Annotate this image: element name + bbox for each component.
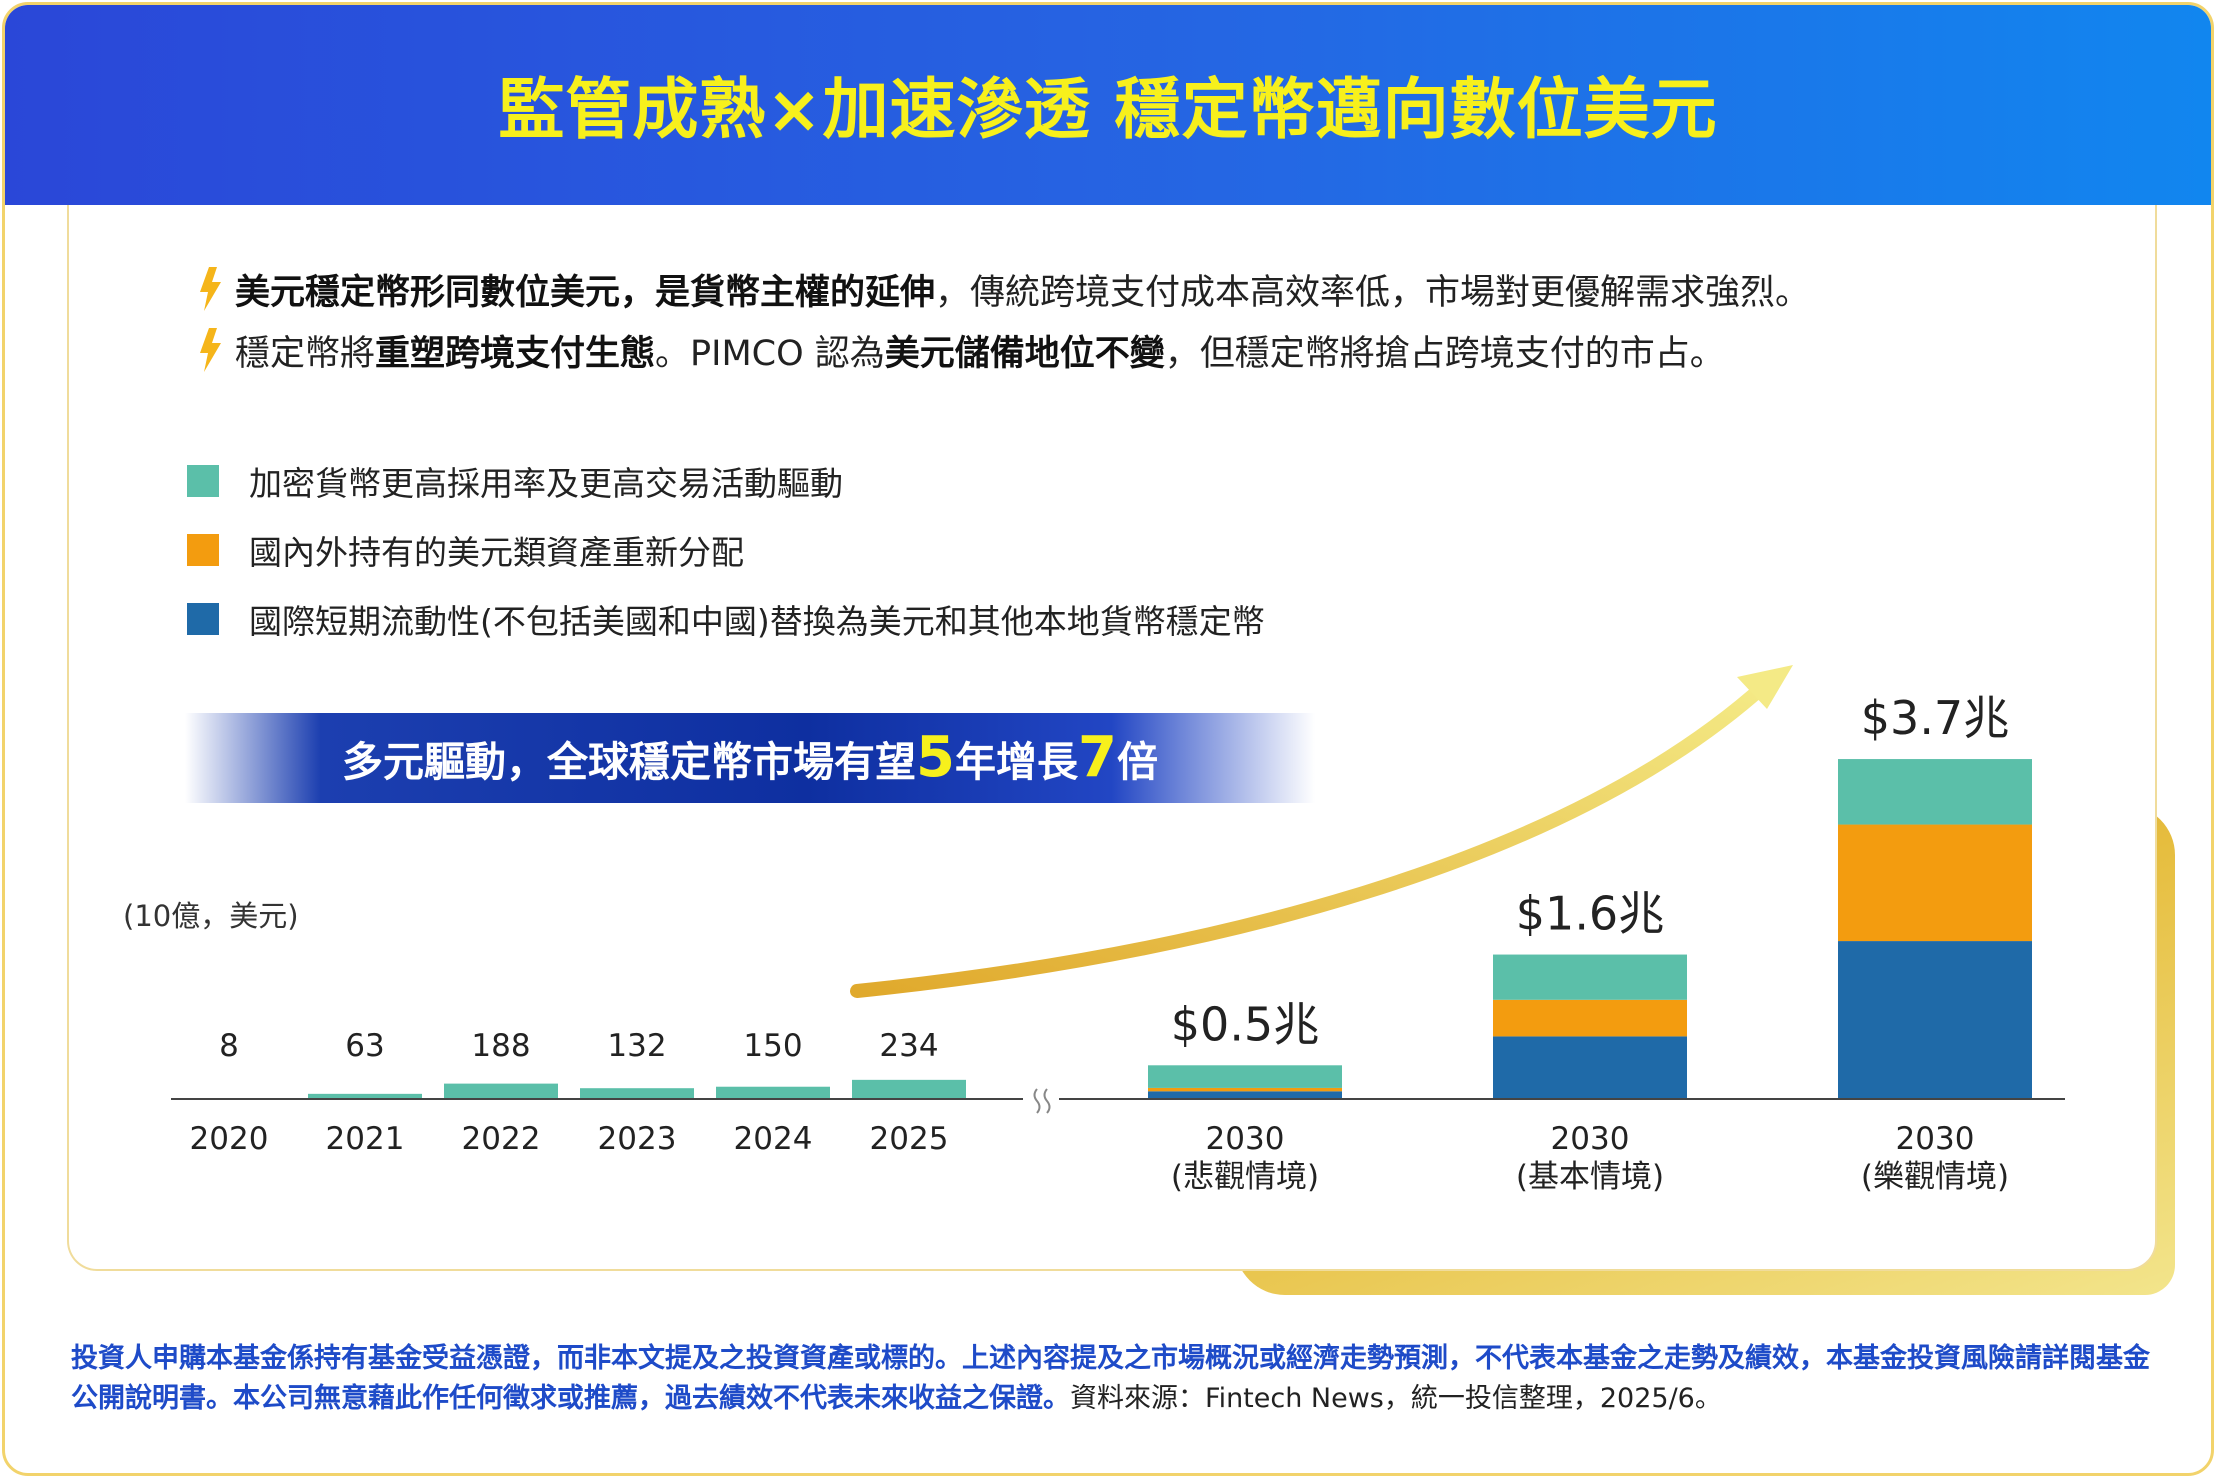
data-label-2022: 188 bbox=[471, 1028, 530, 1064]
x-tick-label-scenario-3: (樂觀情境) bbox=[1861, 1159, 2009, 1195]
bar-segment-scenario-2-series-2 bbox=[1493, 999, 1687, 1037]
bar-segment-scenario-2-series-3 bbox=[1493, 954, 1687, 1000]
lightning-icon bbox=[200, 328, 221, 372]
x-tick-label-2021: 2021 bbox=[326, 1121, 405, 1157]
bar-segment-scenario-3-series-1 bbox=[1838, 941, 2032, 1099]
banner-highlight-years: 5 bbox=[916, 725, 955, 790]
x-tick-label-2022: 2022 bbox=[462, 1121, 541, 1157]
total-label-scenario-3: $3.7兆 bbox=[1861, 691, 2009, 745]
banner-text-pre: 多元驅動，全球穩定幣市場有望 bbox=[342, 738, 917, 786]
total-label-scenario-2: $1.6兆 bbox=[1516, 887, 1664, 941]
x-tick-year-scenario-1: 2030 bbox=[1206, 1121, 1285, 1157]
growth-banner-text: 多元驅動，全球穩定幣市場有望5年增長7倍 bbox=[185, 713, 1315, 803]
x-tick-label-2024: 2024 bbox=[734, 1121, 813, 1157]
total-label-scenario-1: $0.5兆 bbox=[1171, 997, 1319, 1051]
bullet-1: 美元穩定幣形同數位美元，是貨幣主權的延伸 ，傳統跨境支付成本高效率低，市場對更優解… bbox=[195, 264, 1810, 314]
bar-segment-scenario-1-series-2 bbox=[1148, 1087, 1342, 1092]
growth-arrow-line bbox=[850, 678, 1772, 998]
legend-swatch-teal bbox=[187, 465, 219, 497]
x-tick-label-scenario-1: (悲觀情境) bbox=[1171, 1159, 1319, 1195]
x-tick-year-scenario-2: 2030 bbox=[1551, 1121, 1630, 1157]
legend-item-crypto: 加密貨幣更高採用率及更高交易活動驅動 bbox=[187, 458, 843, 504]
bullet-2-text-1: 穩定幣將 bbox=[235, 333, 376, 374]
x-tick-label-2020: 2020 bbox=[190, 1121, 269, 1157]
source-text: 資料來源：Fintech News，統一投信整理，2025/6。 bbox=[1070, 1383, 1722, 1414]
x-tick-year-scenario-3: 2030 bbox=[1896, 1121, 1975, 1157]
bullet-1-text: ，傳統跨境支付成本高效率低，市場對更優解需求強烈。 bbox=[935, 272, 1811, 313]
unit-label: (10億，美元) bbox=[123, 899, 299, 933]
bullet-2-text-2: 。PIMCO 認為 bbox=[655, 333, 885, 374]
axis-break-mark bbox=[1043, 1088, 1051, 1114]
bar-segment-scenario-3-series-3 bbox=[1838, 759, 2032, 825]
bullet-2: 穩定幣將 重塑跨境支付生態 。PIMCO 認為 美元儲備地位不變 ，但穩定幣將搶占跨境支… bbox=[195, 325, 1725, 375]
data-label-2023: 132 bbox=[607, 1028, 666, 1064]
lightning-icon bbox=[200, 267, 221, 311]
banner-text-mid: 年增長 bbox=[955, 738, 1078, 786]
data-label-2024: 150 bbox=[743, 1028, 802, 1064]
bullet-1-bold: 美元穩定幣形同數位美元，是貨幣主權的延伸 bbox=[235, 272, 936, 313]
x-tick-label-2023: 2023 bbox=[598, 1121, 677, 1157]
banner-highlight-multiple: 7 bbox=[1078, 725, 1117, 790]
axis-break-mark bbox=[1033, 1088, 1041, 1114]
bar-segment-scenario-1-series-3 bbox=[1148, 1065, 1342, 1088]
bullet-2-bold-1: 重塑跨境支付生態 bbox=[375, 333, 656, 374]
data-label-2021: 63 bbox=[345, 1028, 384, 1064]
legend-swatch-blue bbox=[187, 603, 219, 635]
disclaimer-text: 投資人申購本基金係持有基金受益憑證，而非本文提及之投資資產或標的。上述內容提及之… bbox=[71, 1343, 2150, 1414]
bar-segment-scenario-1-series-1 bbox=[1148, 1091, 1342, 1099]
growth-banner: 多元驅動，全球穩定幣市場有望5年增長7倍 bbox=[185, 713, 1315, 803]
legend-item-reallocation: 國內外持有的美元類資產重新分配 bbox=[187, 527, 744, 573]
header-banner: 監管成熟×加速滲透 穩定幣邁向數位美元 bbox=[5, 5, 2211, 205]
stacked-bar-chart: 8 2020 63 2021 188 2022 132 2023 150 2024 234 2025 $… bbox=[171, 665, 2065, 1195]
bar-2021 bbox=[308, 1093, 422, 1099]
data-label-2020: 8 bbox=[219, 1028, 239, 1064]
legend-label: 國內外持有的美元類資產重新分配 bbox=[249, 533, 744, 572]
bullet-2-text-3: ，但穩定幣將搶占跨境支付的市占。 bbox=[1164, 333, 1725, 374]
legend-label: 加密貨幣更高採用率及更高交易活動驅動 bbox=[249, 464, 843, 503]
banner-text-post: 倍 bbox=[1116, 738, 1158, 786]
bar-segment-scenario-2-series-1 bbox=[1493, 1036, 1687, 1099]
x-tick-label-2025: 2025 bbox=[870, 1121, 949, 1157]
x-tick-label-scenario-2: (基本情境) bbox=[1516, 1159, 1664, 1195]
footer-disclaimer: 投資人申購本基金係持有基金受益憑證，而非本文提及之投資資產或標的。上述內容提及之… bbox=[71, 1339, 2161, 1419]
bar-2022 bbox=[444, 1083, 558, 1099]
legend-item-liquidity: 國際短期流動性(不包括美國和中國)替換為美元和其他本地貨幣穩定幣 bbox=[187, 596, 1265, 642]
legend-label: 國際短期流動性(不包括美國和中國)替換為美元和其他本地貨幣穩定幣 bbox=[249, 602, 1265, 641]
page-title: 監管成熟×加速滲透 穩定幣邁向數位美元 bbox=[498, 71, 1718, 148]
bullet-2-bold-2: 美元儲備地位不變 bbox=[884, 333, 1165, 374]
data-label-2025: 234 bbox=[879, 1028, 938, 1064]
bar-2024 bbox=[716, 1086, 830, 1099]
legend-swatch-orange bbox=[187, 534, 219, 566]
bar-segment-scenario-3-series-2 bbox=[1838, 824, 2032, 942]
bar-2025 bbox=[852, 1079, 966, 1099]
growth-arrow-head bbox=[1737, 665, 1793, 709]
bar-2023 bbox=[580, 1088, 694, 1099]
